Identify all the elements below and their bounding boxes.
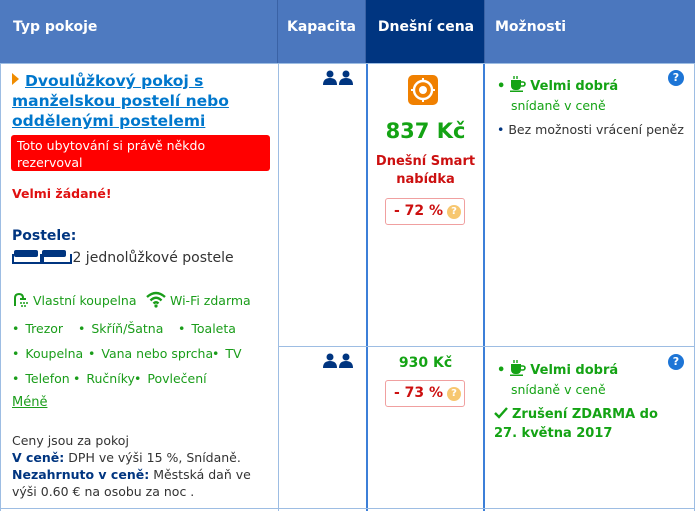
facility-linen: • Povlečení [134,371,207,386]
offer-2-discount-badge[interactable]: - 73 %? [385,380,465,407]
offer-2-help-icon[interactable]: ? [668,354,684,370]
row-divider [278,346,695,347]
facility-wifi: Wi-Fi zdarma [145,290,251,308]
offer-2-breakfast-sub: snídaně v ceně [511,382,606,397]
facility-bath-or-shower: • Vana nebo sprcha [88,346,214,361]
show-less-link[interactable]: Méně [12,395,48,410]
question-icon[interactable]: ? [447,387,462,401]
deal-clock-icon [411,78,435,102]
smart-deal-icon [408,75,438,105]
column-divider [0,63,1,511]
facility-bathroom-2: • Koupelna [12,346,84,361]
header-today-price[interactable]: Dnešní cena [366,0,485,63]
header-room-type[interactable]: Typ pokoje [0,0,278,63]
beds-info: 2 jednolůžkové postele [12,248,234,266]
row-divider [0,508,695,509]
facility-tv: • TV [212,346,242,361]
offer-1-breakfast-title: Velmi dobrá [530,79,619,94]
recently-booked-alert: Toto ubytování si právě někdo rezervoval [11,135,270,171]
offer-1-help-icon[interactable]: ? [668,70,684,86]
header-options[interactable]: Možnosti [485,0,695,63]
coffee-cup-icon [510,76,527,92]
facility-phone: • Telefon [12,371,70,386]
wifi-icon [146,291,166,308]
two-persons-icon[interactable] [322,70,354,86]
offer-1-deal-label: Dnešní Smart nabídka [375,154,476,187]
offer-1-breakfast: • Velmi dobrá [497,75,618,94]
room-title-text[interactable]: Dvoulůžkový pokoj s manželskou postelí n… [12,72,229,130]
facility-bathroom: Vlastní koupelna [12,292,137,308]
checkmark-icon [494,407,508,419]
offer-2-breakfast-title: Velmi dobrá [530,363,619,378]
not-included-line: Nezahrnuto v ceně: Městská daň ve výši 0… [12,467,251,499]
shower-icon [14,292,28,307]
two-persons-icon[interactable] [322,353,354,369]
room-title-link[interactable]: Dvoulůžkový pokoj s manželskou postelí n… [12,71,274,131]
offer-1-breakfast-sub: snídaně v ceně [511,98,606,113]
today-price-column-frame [366,63,485,511]
price-conditions: Ceny jsou za pokoj V ceně: DPH ve výši 1… [12,432,274,500]
offer-2-breakfast: • Velmi dobrá [497,359,618,378]
beds-text: 2 jednolůžkové postele [72,250,234,266]
coffee-cup-icon [510,360,527,376]
facility-toilet: • Toaleta [178,321,236,336]
column-divider [278,63,279,511]
offer-1-price: 837 Kč [385,119,466,143]
question-icon[interactable]: ? [447,205,462,219]
bed-icon [12,248,44,264]
offer-1-discount-badge[interactable]: - 72 %? [385,198,465,225]
facility-safe: • Trezor [12,321,64,336]
offer-2-policy-text: Zrušení ZDARMA do 27. května 2017 [494,407,658,441]
included-line: V ceně: DPH ve výši 15 %, Snídaně. [12,450,241,465]
offer-2-price: 930 Kč [398,355,453,371]
facility-wardrobe: • Skříň/Šatna [78,321,164,336]
high-demand-label: Velmi žádané! [12,186,112,201]
caret-right-icon [12,73,19,85]
offer-1-policy: • Bez možnosti vrácení peněz [497,122,684,137]
beds-heading: Postele: [12,228,77,244]
bed-icon [40,248,72,264]
header-capacity[interactable]: Kapacita [278,0,366,63]
facility-towels: • Ručníky [73,371,135,386]
prices-note: Ceny jsou za pokoj [12,433,129,448]
row-divider [0,63,695,64]
offer-2-policy: Zrušení ZDARMA do 27. května 2017 [494,405,684,443]
